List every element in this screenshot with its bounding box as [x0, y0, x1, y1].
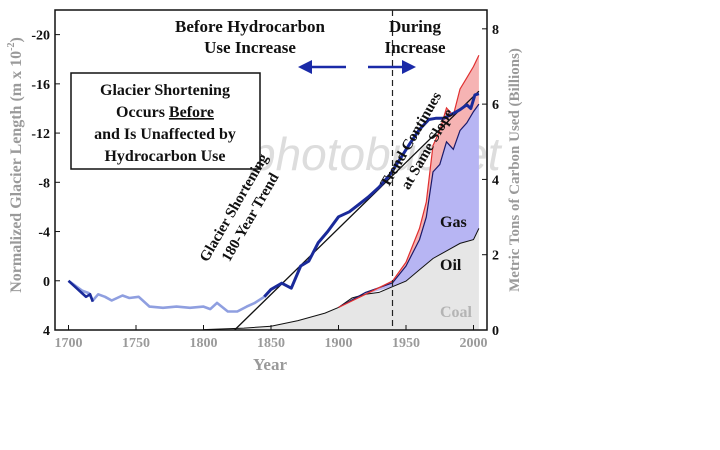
coal-area — [203, 228, 479, 330]
right-axis-title: Metric Tons of Carbon Used (Billions) — [507, 48, 523, 292]
left-axis-ticks: -20 -16 -12 -8 -4 0 4 — [31, 29, 60, 339]
coal-line — [203, 228, 480, 331]
x-tick-label: 2000 — [460, 336, 488, 351]
annotation-line2: Occurs Before — [116, 104, 214, 121]
left-tick-label: -16 — [31, 78, 50, 93]
glacier-before-line — [67, 279, 266, 313]
x-tick-label: 1950 — [392, 336, 420, 351]
oil-line — [338, 103, 480, 308]
before-label-line2: Use Increase — [204, 38, 296, 57]
left-axis-title: Normalized Glacier Length (m x 10-2) — [6, 37, 25, 293]
left-tick-label: -20 — [31, 29, 50, 44]
x-tick-label: 1900 — [325, 336, 353, 351]
left-axis-title-exp: -2 — [6, 43, 17, 51]
right-tick-label: 4 — [492, 173, 499, 188]
left-tick-label: -4 — [38, 226, 50, 241]
annotation-line2-emph: Before — [169, 104, 214, 121]
during-label-line2: Increase — [384, 38, 446, 57]
annotation-line3: and Is Unaffected by — [94, 126, 236, 143]
left-axis-title-main: Normalized Glacier Length (m x 10 — [8, 51, 25, 293]
right-arrow-icon — [368, 60, 416, 74]
left-axis-title-close: ) — [8, 37, 25, 42]
annotation-line2-start: Occurs — [116, 104, 169, 121]
glacier-early-line — [67, 279, 95, 303]
annotation-box — [70, 72, 261, 170]
right-tick-label: 8 — [492, 23, 499, 38]
coal-label: Coal — [440, 304, 473, 321]
oil-area — [338, 104, 479, 308]
left-tick-label: -8 — [38, 176, 50, 191]
x-tick-label: 1700 — [55, 336, 83, 351]
gas-line — [338, 54, 480, 308]
gas-label: Gas — [440, 214, 467, 231]
annotation-line4: Hydrocarbon Use — [104, 148, 225, 165]
right-tick-label: 2 — [492, 249, 499, 264]
trend-line — [234, 90, 480, 331]
left-arrow-icon — [298, 60, 346, 74]
right-tick-label: 0 — [492, 324, 499, 339]
x-tick-label: 1850 — [257, 336, 285, 351]
oil-label: Oil — [440, 257, 462, 274]
left-tick-label: 4 — [43, 324, 50, 339]
left-tick-label: 0 — [43, 275, 50, 290]
before-label-line1: Before Hydrocarbon — [175, 17, 326, 36]
x-axis-ticks: 1700 1750 1800 1850 1900 1950 2000 — [55, 325, 488, 351]
x-axis-title: Year — [253, 355, 287, 374]
x-tick-label: 1800 — [190, 336, 218, 351]
during-label-line1: During — [389, 17, 441, 36]
glacier-during-line — [263, 92, 480, 298]
annotation-line1: Glacier Shortening — [100, 82, 230, 99]
glacier-series-layers — [67, 90, 480, 331]
left-tick-label: -12 — [31, 127, 50, 142]
right-tick-label: 6 — [492, 98, 499, 113]
right-axis-ticks: 0 2 4 6 8 — [482, 23, 499, 339]
x-tick-label: 1750 — [122, 336, 150, 351]
